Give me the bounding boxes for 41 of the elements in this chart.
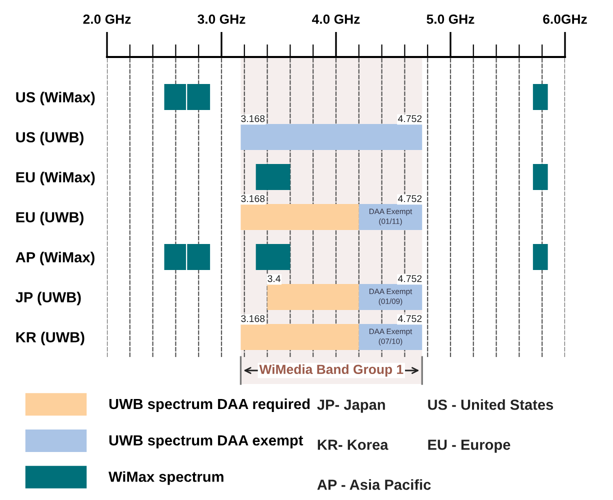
bar [358,324,422,350]
y-tick-label: US (UWB) [16,132,84,146]
bar [532,84,548,110]
text: AP - Asia Pacific [317,479,431,490]
text: US - United States [428,399,554,410]
x-tick-label: 6.0GHz [543,14,587,24]
y-tick-label: EU (WiMax) [16,172,95,186]
annotation: 4.752 [398,275,422,282]
bar [240,324,359,350]
annotation: 3.168 [241,115,265,122]
bar [256,244,290,270]
y-tick-label: EU (UWB) [16,212,84,226]
x-tick-label: 5.0 GHz [426,14,474,24]
annotation: 3.168 [241,315,265,322]
band-label: WiMedia Band Group 1 [259,364,404,377]
bar [240,124,422,150]
annotation: 4.752 [398,315,422,322]
x-tick-label: 2.0 GHz [83,14,131,24]
bar [532,164,548,190]
text: EU - Europe [428,440,510,453]
y-tick-label: KR (UWB) [16,332,84,346]
text: JP- Japan [317,400,385,413]
annotation: 3.4 [268,275,281,282]
y-tick-label: AP (WiMax) [16,252,94,266]
annotation: 3.168 [241,195,265,202]
x-tick-label: 3.0 GHz [198,14,246,24]
legend-label: UWB spectrum DAA exempt [109,435,304,448]
bar [358,284,422,310]
bar [267,284,359,310]
bar [240,204,359,230]
bar [532,244,548,270]
x-tick-label: 4.0 GHz [312,14,360,24]
bar [358,204,422,230]
bar [256,164,290,190]
y-tick-label: US (WiMax) [16,92,95,106]
legend-label: WiMax spectrum [108,471,224,485]
y-tick-label: JP (UWB) [16,292,81,306]
annotation: 4.752 [398,115,422,122]
annotation: 4.752 [398,195,422,202]
legend-label: UWB spectrum DAA required [109,398,310,412]
text: KR- Korea [318,440,388,450]
